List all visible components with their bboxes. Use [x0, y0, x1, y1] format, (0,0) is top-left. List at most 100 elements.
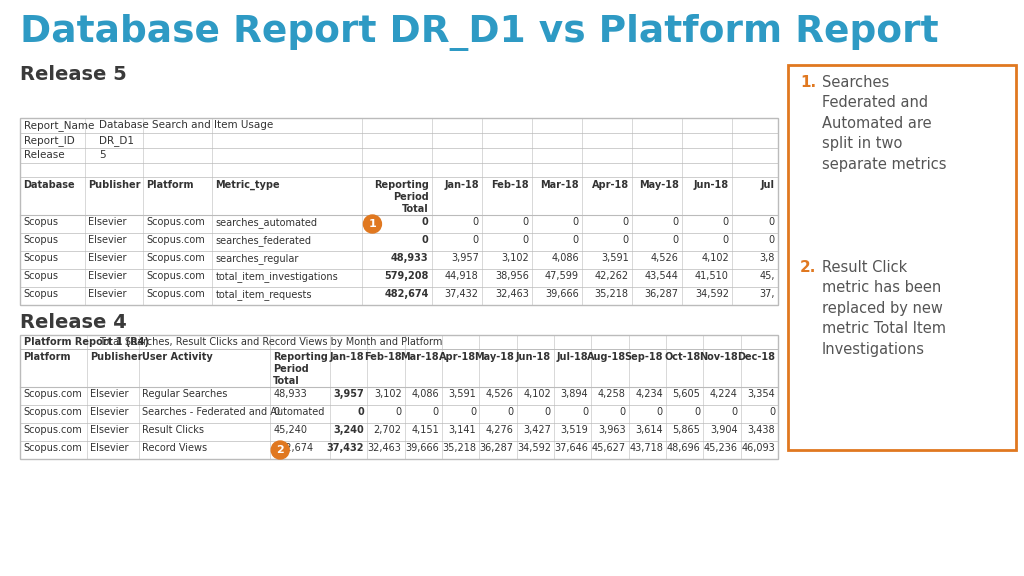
- Text: 4,234: 4,234: [635, 389, 663, 399]
- Text: 3,963: 3,963: [598, 425, 626, 435]
- Text: 0: 0: [422, 217, 429, 227]
- Text: 0: 0: [433, 407, 439, 417]
- Text: 0: 0: [522, 217, 528, 227]
- Text: 0: 0: [545, 407, 551, 417]
- Text: Release 5: Release 5: [20, 65, 127, 84]
- Text: 32,463: 32,463: [368, 443, 401, 453]
- Text: 37,: 37,: [760, 289, 775, 299]
- Text: 45,236: 45,236: [703, 443, 737, 453]
- Text: 48,933: 48,933: [391, 253, 429, 263]
- Text: 47,599: 47,599: [545, 271, 579, 281]
- Text: 3,354: 3,354: [748, 389, 775, 399]
- Text: 0: 0: [673, 217, 679, 227]
- Text: Scopus.com: Scopus.com: [146, 217, 205, 227]
- Text: 45,627: 45,627: [592, 443, 626, 453]
- Text: Elsevier: Elsevier: [90, 389, 129, 399]
- Text: Apr-18: Apr-18: [439, 352, 476, 362]
- Text: 3,894: 3,894: [561, 389, 589, 399]
- Text: 45,240: 45,240: [273, 425, 307, 435]
- Text: 36,287: 36,287: [645, 289, 679, 299]
- Text: 36,287: 36,287: [479, 443, 514, 453]
- Text: 35,218: 35,218: [442, 443, 476, 453]
- Text: Elsevier: Elsevier: [88, 289, 127, 299]
- Text: Publisher: Publisher: [90, 352, 142, 362]
- Text: 34,592: 34,592: [517, 443, 551, 453]
- Text: 4,151: 4,151: [412, 425, 439, 435]
- Text: 41,510: 41,510: [695, 271, 729, 281]
- Text: 0: 0: [769, 217, 775, 227]
- Text: Jan-18: Jan-18: [444, 180, 479, 190]
- Text: User Activity: User Activity: [142, 352, 213, 362]
- Text: Jun-18: Jun-18: [693, 180, 729, 190]
- Text: 482,674: 482,674: [273, 443, 313, 453]
- Text: 4,526: 4,526: [651, 253, 679, 263]
- Text: Scopus: Scopus: [23, 253, 58, 263]
- Text: 42,262: 42,262: [595, 271, 629, 281]
- Text: 1: 1: [369, 219, 377, 229]
- Text: 3,519: 3,519: [560, 425, 589, 435]
- Text: 5,865: 5,865: [673, 425, 700, 435]
- Text: 3,102: 3,102: [374, 389, 401, 399]
- Text: Platform: Platform: [146, 180, 194, 190]
- Text: Mar-18: Mar-18: [400, 352, 439, 362]
- Text: Scopus.com: Scopus.com: [146, 253, 205, 263]
- Text: 2: 2: [276, 445, 284, 455]
- Text: Scopus.com: Scopus.com: [146, 289, 205, 299]
- Text: Database Search and Item Usage: Database Search and Item Usage: [99, 120, 273, 130]
- Text: Feb-18: Feb-18: [364, 352, 401, 362]
- Text: Jul-18: Jul-18: [557, 352, 589, 362]
- Text: 3,427: 3,427: [523, 425, 551, 435]
- Text: 4,102: 4,102: [701, 253, 729, 263]
- Text: Elsevier: Elsevier: [90, 443, 129, 453]
- Text: 4,258: 4,258: [598, 389, 626, 399]
- Text: Report_ID: Report_ID: [24, 135, 75, 146]
- Text: 1.: 1.: [800, 75, 816, 90]
- Text: 0: 0: [656, 407, 663, 417]
- Text: Record Views: Record Views: [142, 443, 208, 453]
- Text: 3,957: 3,957: [451, 253, 479, 263]
- Text: Mar-18: Mar-18: [540, 180, 579, 190]
- Text: 4,086: 4,086: [551, 253, 579, 263]
- Text: 0: 0: [731, 407, 737, 417]
- Text: 3,591: 3,591: [601, 253, 629, 263]
- Text: 5: 5: [99, 150, 105, 160]
- Text: Apr-18: Apr-18: [592, 180, 629, 190]
- Text: 0: 0: [769, 407, 775, 417]
- Text: 32,463: 32,463: [495, 289, 528, 299]
- Text: Jun-18: Jun-18: [516, 352, 551, 362]
- Text: Reporting
Period
Total: Reporting Period Total: [273, 352, 328, 386]
- Bar: [20, 335, 778, 459]
- Text: 38,956: 38,956: [495, 271, 528, 281]
- Text: 37,646: 37,646: [554, 443, 589, 453]
- Text: 2,702: 2,702: [374, 425, 401, 435]
- Text: Release 4: Release 4: [20, 313, 127, 332]
- Text: Platform Report 1 (R4): Platform Report 1 (R4): [24, 337, 150, 347]
- Text: Elsevier: Elsevier: [90, 425, 129, 435]
- Text: 44,918: 44,918: [445, 271, 479, 281]
- Text: 0: 0: [522, 235, 528, 245]
- Text: Metric_type: Metric_type: [215, 180, 280, 190]
- Text: Publisher: Publisher: [88, 180, 141, 190]
- Text: 482,674: 482,674: [384, 289, 429, 299]
- Text: 0: 0: [357, 407, 365, 417]
- Text: 48,696: 48,696: [667, 443, 700, 453]
- Text: 34,592: 34,592: [695, 289, 729, 299]
- Text: 43,544: 43,544: [645, 271, 679, 281]
- Text: searches_automated: searches_automated: [215, 217, 317, 228]
- Text: 3,141: 3,141: [449, 425, 476, 435]
- Text: Nov-18: Nov-18: [699, 352, 737, 362]
- Text: Oct-18: Oct-18: [665, 352, 700, 362]
- Text: 45,: 45,: [760, 271, 775, 281]
- Text: Feb-18: Feb-18: [492, 180, 528, 190]
- Text: 3,904: 3,904: [710, 425, 737, 435]
- Text: May-18: May-18: [474, 352, 514, 362]
- Text: Scopus.com: Scopus.com: [23, 443, 82, 453]
- Text: 3,614: 3,614: [635, 425, 663, 435]
- Text: 0: 0: [508, 407, 514, 417]
- Text: 4,102: 4,102: [523, 389, 551, 399]
- Text: Report_Name: Report_Name: [24, 120, 94, 131]
- Circle shape: [364, 215, 382, 233]
- Text: 0: 0: [470, 407, 476, 417]
- Text: Platform: Platform: [23, 352, 71, 362]
- Text: Scopus.com: Scopus.com: [23, 389, 82, 399]
